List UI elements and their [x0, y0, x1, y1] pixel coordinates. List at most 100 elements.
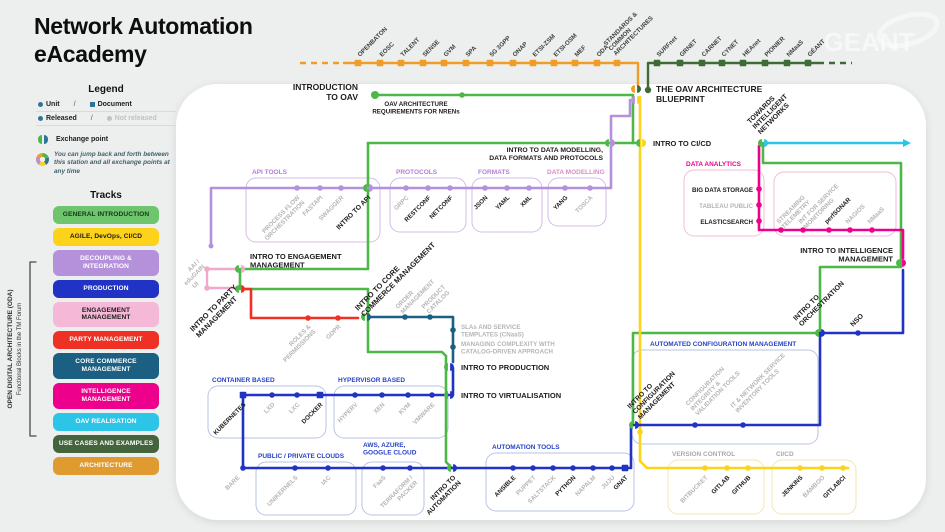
track-pill-architecture: ARCHITECTURE	[53, 456, 159, 475]
station-terraform-packer	[407, 465, 413, 471]
label-5g-3gpp: 5G 3GPP	[488, 35, 512, 59]
station-int-service-monitoring	[800, 227, 806, 233]
label-eosc: EOSC	[378, 41, 396, 59]
legend-slash-2: /	[90, 115, 93, 122]
station-xml	[526, 185, 532, 191]
station-bare	[240, 465, 246, 471]
line-production-line	[241, 268, 905, 470]
station-oda	[593, 59, 601, 67]
station-etsi-osm	[550, 59, 558, 67]
label-intro-production: INTRO TO PRODUCTION	[461, 363, 549, 372]
box-label-api-tools: API TOOLS	[252, 169, 288, 176]
label-big-data-storage: BIG DATA STORAGE	[692, 187, 753, 194]
legend-jump-note: You can jump back and forth between this…	[36, 151, 176, 176]
box-cicd	[771, 459, 857, 515]
station-streaming-telemetry	[778, 227, 784, 233]
station-order-management	[402, 314, 408, 320]
exchange-right-intro-intelligence	[902, 259, 906, 267]
track-pill-agile-devops-ci-cd: AGILE, DevOps, CI/CD	[53, 227, 159, 246]
exchange-left-intro-data-modelling	[605, 139, 609, 147]
station-unikernels	[292, 465, 298, 471]
line-engagement-line	[205, 267, 239, 290]
track-pill-intelligence-management: INTELLIGENCE MANAGEMENT	[53, 383, 159, 409]
line-oda-bracket	[29, 261, 37, 437]
label-intro-cicd: INTRO TO CI/CD	[653, 139, 712, 148]
station-introduction-to-oav	[371, 91, 379, 99]
legend-row-released: Released / Not released	[36, 112, 176, 126]
station-carnet	[698, 59, 706, 67]
exchange-left-intro-config-mgmt	[629, 421, 633, 429]
station-openbaton	[354, 59, 362, 67]
exchange-left-intro-party	[235, 285, 239, 293]
label-intro-virtualisation: INTRO TO VIRTUALISATION	[461, 391, 561, 400]
station-oav-arch-requirements	[459, 92, 465, 98]
legend-released-label: Released	[46, 115, 77, 122]
title-line-1: Network Automation	[34, 13, 253, 39]
box-formats	[471, 177, 543, 233]
track-pill-use-cases-and-examples: USE CASES AND EXAMPLES	[53, 434, 159, 453]
legend-exchange-label: Exchange point	[56, 136, 109, 143]
label-onap: ONAP	[511, 41, 529, 59]
box-label-automated-config: AUTOMATED CONFIGURATION MANAGEMENT	[650, 341, 796, 348]
label-pionier: PIONIER	[763, 35, 786, 58]
station-saltstack	[550, 465, 556, 471]
station-gitlabci	[840, 465, 846, 471]
station-ui	[204, 285, 210, 291]
station-sense	[419, 59, 427, 67]
station-vmware	[429, 392, 435, 398]
station-config-integrity	[692, 422, 698, 428]
box-label-aws-azure-google: AWS, AZURE,	[363, 442, 406, 449]
station-slas-cnaas	[450, 327, 456, 333]
box-hypervisor-based	[333, 385, 449, 439]
station-xen	[379, 392, 385, 398]
station-docker	[316, 391, 324, 399]
station-spa	[462, 59, 470, 67]
label-sense: SENSE	[421, 39, 441, 59]
station-ansible	[510, 465, 516, 471]
exchange-left-intro-core-commerce	[361, 313, 365, 321]
arrow-oav-realisation-line	[903, 139, 911, 147]
exchange-left-intro-virtualisation	[443, 391, 448, 399]
unit-station-icon	[38, 102, 43, 107]
track-pill-party-management: PARTY MANAGEMENT	[53, 331, 159, 350]
station-tableau-public	[756, 202, 762, 208]
box-data-analytics	[683, 169, 765, 237]
box-container-based	[207, 385, 327, 439]
exchange-left-intro-intelligence	[896, 259, 900, 267]
exchange-right-blueprint-bottom	[637, 96, 641, 104]
station-gnat	[621, 464, 629, 472]
label-oda-note-bold: OPEN DIGITAL ARCHITECTURE (ODA)	[7, 289, 14, 408]
station-decoupling-terminal	[208, 243, 214, 249]
station-juju	[609, 465, 615, 471]
box-label-hypervisor-based: HYPERVISOR BASED	[338, 377, 405, 384]
station-nren-terminal	[644, 86, 652, 94]
station-tosca	[587, 185, 593, 191]
station-json	[482, 185, 488, 191]
label-gvm: GVM	[442, 43, 457, 58]
label-elasticsearch: ELASTICSEARCH	[700, 219, 753, 226]
station-python	[570, 465, 576, 471]
station-gitlab	[724, 465, 730, 471]
label-cynet: CYNET	[720, 38, 740, 58]
station-swagger	[338, 185, 344, 191]
station-faas	[380, 465, 386, 471]
label-heanet: HEAnet	[741, 38, 762, 59]
box-label-protocols: PROTOCOLS	[396, 169, 438, 176]
box-aws-azure-google	[361, 461, 425, 516]
tracks-list: GENERAL INTRODUCTION AGILE, DevOps, CI/CD…	[50, 206, 162, 475]
box-protocols	[389, 177, 467, 233]
exchange-right-intro-orchestration	[821, 329, 825, 337]
box-label-aws-azure-google: GOOGLE CLOUD	[363, 450, 417, 457]
line-standards-line	[342, 61, 640, 88]
station-hyperv	[352, 392, 358, 398]
exchange-left-blueprint-bottom	[631, 96, 635, 104]
box-label-version-control: VERSION CONTROL	[672, 451, 735, 458]
line-general-intro-right-loop	[631, 141, 903, 425]
box-data-modelling	[547, 177, 607, 227]
station-aai-edugain	[204, 266, 210, 272]
box-label-data-modelling: DATA MODELLING	[547, 169, 605, 176]
legend-row-exchange: Exchange point	[36, 132, 176, 147]
station-mef	[571, 59, 579, 67]
